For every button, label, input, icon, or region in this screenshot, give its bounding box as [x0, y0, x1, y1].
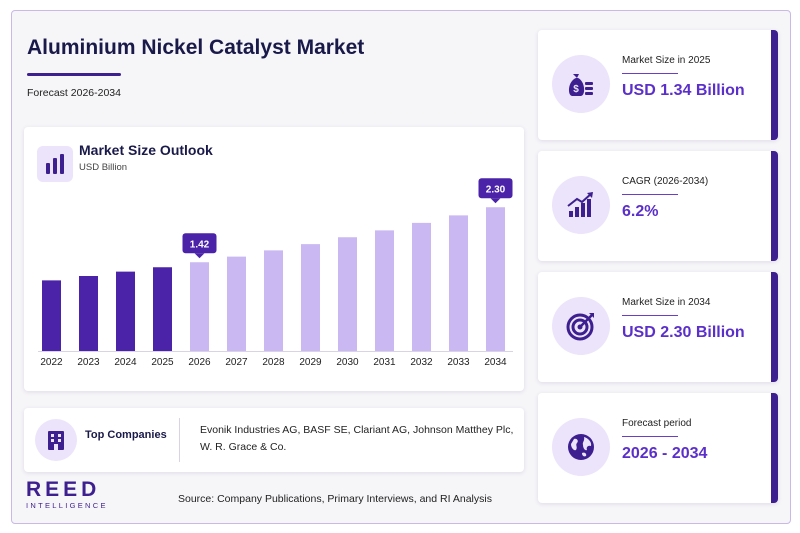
divider: [179, 418, 180, 462]
value-callout: [478, 178, 513, 199]
globe-icon: [552, 418, 610, 476]
bar-chart: 2022 2023 2024 2025 2026 2027 2028 2029 2030 2031…: [38, 178, 513, 368]
x-tick-label: 2022: [40, 357, 63, 368]
bar-chart-icon: [37, 146, 73, 182]
kpi-value: 6.2%: [622, 203, 659, 220]
top-companies-label: Top Companies: [85, 429, 167, 441]
x-tick-label: 2030: [336, 357, 359, 368]
chart-card: Market Size Outlook USD Billion 2022 2023…: [24, 127, 524, 391]
bar-2028: [264, 250, 283, 351]
growth-chart-icon: [552, 176, 610, 234]
x-tick-label: 2023: [77, 357, 100, 368]
x-tick-label: 2034: [484, 357, 507, 368]
kpi-label: Market Size in 2025: [622, 55, 711, 66]
bar-2033: [449, 215, 468, 351]
bar-2026: [190, 262, 209, 351]
data-label: 1.42: [190, 239, 210, 250]
kpi-card-forecast-period: Forecast period 2026 - 2034: [538, 393, 778, 503]
bar-2022: [42, 280, 61, 351]
page-title: Aluminium Nickel Catalyst Market: [27, 36, 365, 59]
kpi-card-market-size-2034: Market Size in 2034 USD 2.30 Billion: [538, 272, 778, 382]
svg-text:$: $: [573, 84, 579, 95]
chart-title: Market Size Outlook: [79, 142, 213, 158]
brand-logo: REED INTELLIGENCE: [26, 478, 108, 511]
bar-2031: [375, 230, 394, 351]
target-icon: [552, 297, 610, 355]
money-bag-icon: $: [552, 55, 610, 113]
bar-2030: [338, 237, 357, 351]
kpi-label: Market Size in 2034: [622, 297, 711, 308]
kpi-divider: [622, 315, 678, 316]
x-tick-label: 2033: [447, 357, 470, 368]
bar-2027: [227, 256, 246, 351]
bar-2032: [412, 222, 431, 351]
x-tick-label: 2032: [410, 357, 433, 368]
bar-2034: [486, 207, 505, 351]
kpi-value: USD 1.34 Billion: [622, 82, 745, 99]
kpi-value: USD 2.30 Billion: [622, 324, 745, 341]
chart-unit-label: USD Billion: [79, 162, 128, 173]
data-label: 2.30: [486, 184, 506, 195]
x-tick-label: 2026: [188, 357, 211, 368]
x-tick-label: 2024: [114, 357, 137, 368]
bar-2024: [116, 271, 135, 351]
top-companies-list: Evonik Industries AG, BASF SE, Clariant …: [200, 424, 514, 453]
building-icon: [35, 419, 77, 461]
x-tick-label: 2028: [262, 357, 285, 368]
title-underline: [27, 73, 121, 76]
value-callout: [182, 233, 217, 254]
kpi-divider: [622, 73, 678, 74]
kpi-divider: [622, 194, 678, 195]
kpi-card-market-size-2025: $ Market Size in 2025 USD 1.34 Billion: [538, 30, 778, 140]
x-tick-label: 2031: [373, 357, 396, 368]
kpi-divider: [622, 436, 678, 437]
brand-tagline: INTELLIGENCE: [26, 501, 108, 510]
kpi-value: 2026 - 2034: [622, 445, 708, 462]
kpi-card-cagr: CAGR (2026-2034) 6.2%: [538, 151, 778, 261]
page-subtitle: Forecast 2026-2034: [27, 87, 121, 99]
top-companies-card: Top Companies Evonik Industries AG, BASF…: [24, 408, 524, 472]
bar-2023: [79, 276, 98, 351]
source-note: Source: Company Publications, Primary In…: [178, 493, 492, 505]
x-tick-label: 2027: [225, 357, 248, 368]
kpi-label: Forecast period: [622, 418, 692, 429]
bar-2025: [153, 267, 172, 351]
brand-name: REED: [26, 478, 101, 501]
callout-pointer: [490, 198, 501, 204]
kpi-label: CAGR (2026-2034): [622, 176, 709, 187]
x-tick-label: 2025: [151, 357, 174, 368]
x-tick-label: 2029: [299, 357, 322, 368]
callout-pointer: [194, 253, 205, 259]
bar-2029: [301, 244, 320, 351]
